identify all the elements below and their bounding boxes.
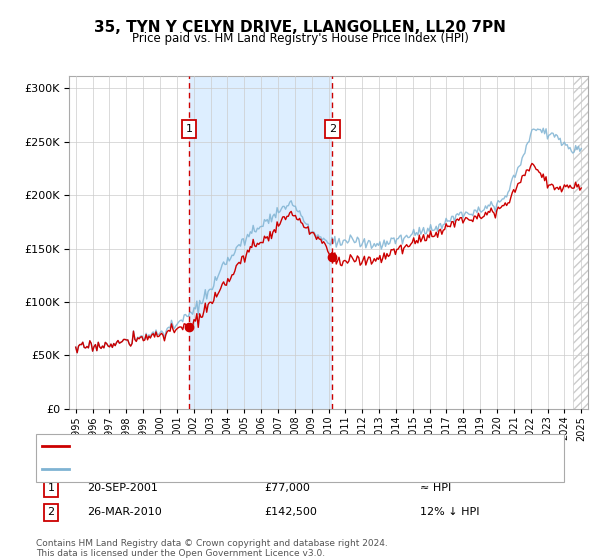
Text: 2: 2 xyxy=(47,507,55,517)
Text: 12% ↓ HPI: 12% ↓ HPI xyxy=(420,507,479,517)
Text: 1: 1 xyxy=(47,483,55,493)
Text: 26-MAR-2010: 26-MAR-2010 xyxy=(87,507,162,517)
Bar xyxy=(189,76,332,409)
Text: 35, TYN Y CELYN DRIVE, LLANGOLLEN, LL20 7PN (detached house): 35, TYN Y CELYN DRIVE, LLANGOLLEN, LL20 … xyxy=(75,441,439,451)
Text: 20-SEP-2001: 20-SEP-2001 xyxy=(87,483,158,493)
Text: HPI: Average price, detached house, Denbighshire: HPI: Average price, detached house, Denb… xyxy=(75,464,350,474)
Bar xyxy=(573,76,596,409)
Text: Contains HM Land Registry data © Crown copyright and database right 2024.
This d: Contains HM Land Registry data © Crown c… xyxy=(36,539,388,558)
Text: Price paid vs. HM Land Registry's House Price Index (HPI): Price paid vs. HM Land Registry's House … xyxy=(131,32,469,45)
Text: ≈ HPI: ≈ HPI xyxy=(420,483,451,493)
Text: £77,000: £77,000 xyxy=(264,483,310,493)
Text: £142,500: £142,500 xyxy=(264,507,317,517)
Text: 2: 2 xyxy=(329,124,336,134)
Text: 35, TYN Y CELYN DRIVE, LLANGOLLEN, LL20 7PN: 35, TYN Y CELYN DRIVE, LLANGOLLEN, LL20 … xyxy=(94,20,506,35)
Text: 1: 1 xyxy=(185,124,193,134)
